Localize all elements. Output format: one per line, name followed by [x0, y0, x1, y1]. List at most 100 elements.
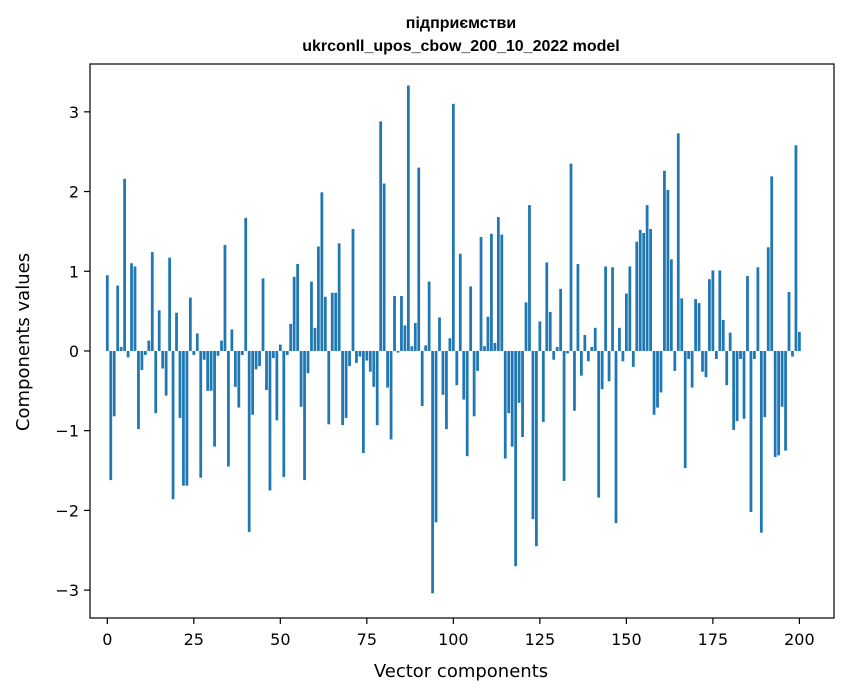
bar-175 — [711, 270, 715, 351]
bar-99 — [448, 338, 452, 351]
bar-113 — [496, 217, 500, 351]
bar-62 — [320, 192, 324, 351]
bar-56 — [299, 350, 303, 407]
bar-124 — [535, 350, 538, 547]
bar-6 — [126, 350, 130, 358]
bar-65 — [330, 292, 334, 351]
bar-146 — [611, 267, 614, 351]
bar-74 — [361, 350, 365, 453]
bar-32 — [216, 350, 220, 356]
bar-198 — [791, 350, 794, 357]
bar-72 — [355, 350, 358, 363]
bar-131 — [559, 288, 563, 351]
bar-147 — [614, 350, 618, 524]
bar-181 — [732, 350, 736, 430]
y-tick-label: 0 — [69, 342, 79, 361]
bar-16 — [161, 350, 165, 369]
bar-116 — [507, 350, 511, 414]
bar-59 — [310, 281, 313, 351]
bar-108 — [479, 236, 483, 351]
bar-43 — [254, 350, 258, 370]
bar-2 — [112, 350, 116, 417]
bar-127 — [545, 262, 549, 351]
bar-128 — [548, 311, 552, 351]
bar-69 — [344, 350, 348, 418]
bar-165 — [676, 133, 680, 351]
bar-81 — [386, 350, 389, 388]
bar-15 — [157, 310, 161, 351]
bar-21 — [178, 350, 182, 418]
bar-75 — [365, 350, 369, 361]
bar-120 — [521, 350, 524, 438]
x-tick-label: 125 — [525, 630, 556, 649]
bar-40 — [244, 217, 248, 351]
bar-49 — [275, 350, 279, 421]
bar-12 — [147, 340, 151, 351]
bar-54 — [292, 276, 296, 351]
bar-139 — [586, 350, 590, 362]
bar-121 — [524, 302, 528, 351]
bar-50 — [278, 344, 282, 351]
bar-87 — [406, 85, 410, 351]
bar-150 — [624, 293, 628, 351]
x-tick-label: 150 — [611, 630, 642, 649]
bar-19 — [171, 350, 175, 500]
bar-23 — [185, 350, 189, 486]
bar-180 — [728, 332, 732, 351]
bars-group — [105, 85, 801, 594]
bar-41 — [247, 350, 251, 532]
x-tick-label: 50 — [270, 630, 290, 649]
bar-194 — [777, 350, 781, 456]
bar-132 — [562, 350, 566, 481]
bar-138 — [583, 335, 587, 351]
bar-145 — [607, 350, 611, 382]
bar-168 — [687, 350, 691, 359]
bar-36 — [230, 329, 234, 351]
bar-84 — [396, 350, 400, 353]
x-tick-label: 100 — [438, 630, 469, 649]
y-axis-label: Components values — [13, 253, 34, 431]
bar-83 — [393, 295, 396, 351]
bar-126 — [541, 350, 545, 422]
bar-179 — [725, 350, 729, 386]
y-tick-label: 3 — [69, 103, 79, 122]
bar-80 — [382, 183, 386, 351]
bar-47 — [268, 350, 272, 491]
bar-185 — [746, 276, 749, 351]
x-tick-label: 0 — [102, 630, 112, 649]
bar-42 — [251, 350, 255, 415]
x-tick-label: 25 — [184, 630, 204, 649]
bar-53 — [289, 323, 293, 351]
bar-104 — [465, 350, 469, 457]
bar-98 — [445, 350, 448, 430]
bar-143 — [600, 350, 604, 390]
bar-199 — [794, 145, 798, 351]
bar-77 — [372, 350, 376, 387]
bar-25 — [192, 350, 196, 355]
bar-109 — [483, 346, 486, 351]
bar-133 — [566, 350, 569, 354]
bar-134 — [569, 163, 573, 351]
bar-176 — [714, 350, 718, 359]
y-tick-label: −3 — [55, 581, 79, 600]
bar-192 — [770, 176, 774, 351]
bar-44 — [258, 350, 261, 367]
bar-73 — [358, 350, 362, 357]
bar-103 — [462, 350, 466, 400]
bar-85 — [400, 295, 403, 351]
bar-96 — [438, 317, 441, 351]
bar-178 — [721, 319, 725, 351]
bar-27 — [199, 350, 203, 478]
x-tick-label: 200 — [784, 630, 815, 649]
bar-8 — [133, 266, 137, 351]
bar-162 — [666, 189, 670, 351]
bar-107 — [476, 350, 479, 371]
bar-0 — [105, 275, 109, 351]
bar-171 — [697, 303, 701, 351]
bar-197 — [787, 291, 791, 351]
bar-88 — [410, 346, 414, 351]
bar-200 — [798, 331, 801, 351]
bar-3 — [116, 285, 120, 351]
bar-172 — [701, 350, 704, 372]
bar-189 — [759, 350, 763, 533]
